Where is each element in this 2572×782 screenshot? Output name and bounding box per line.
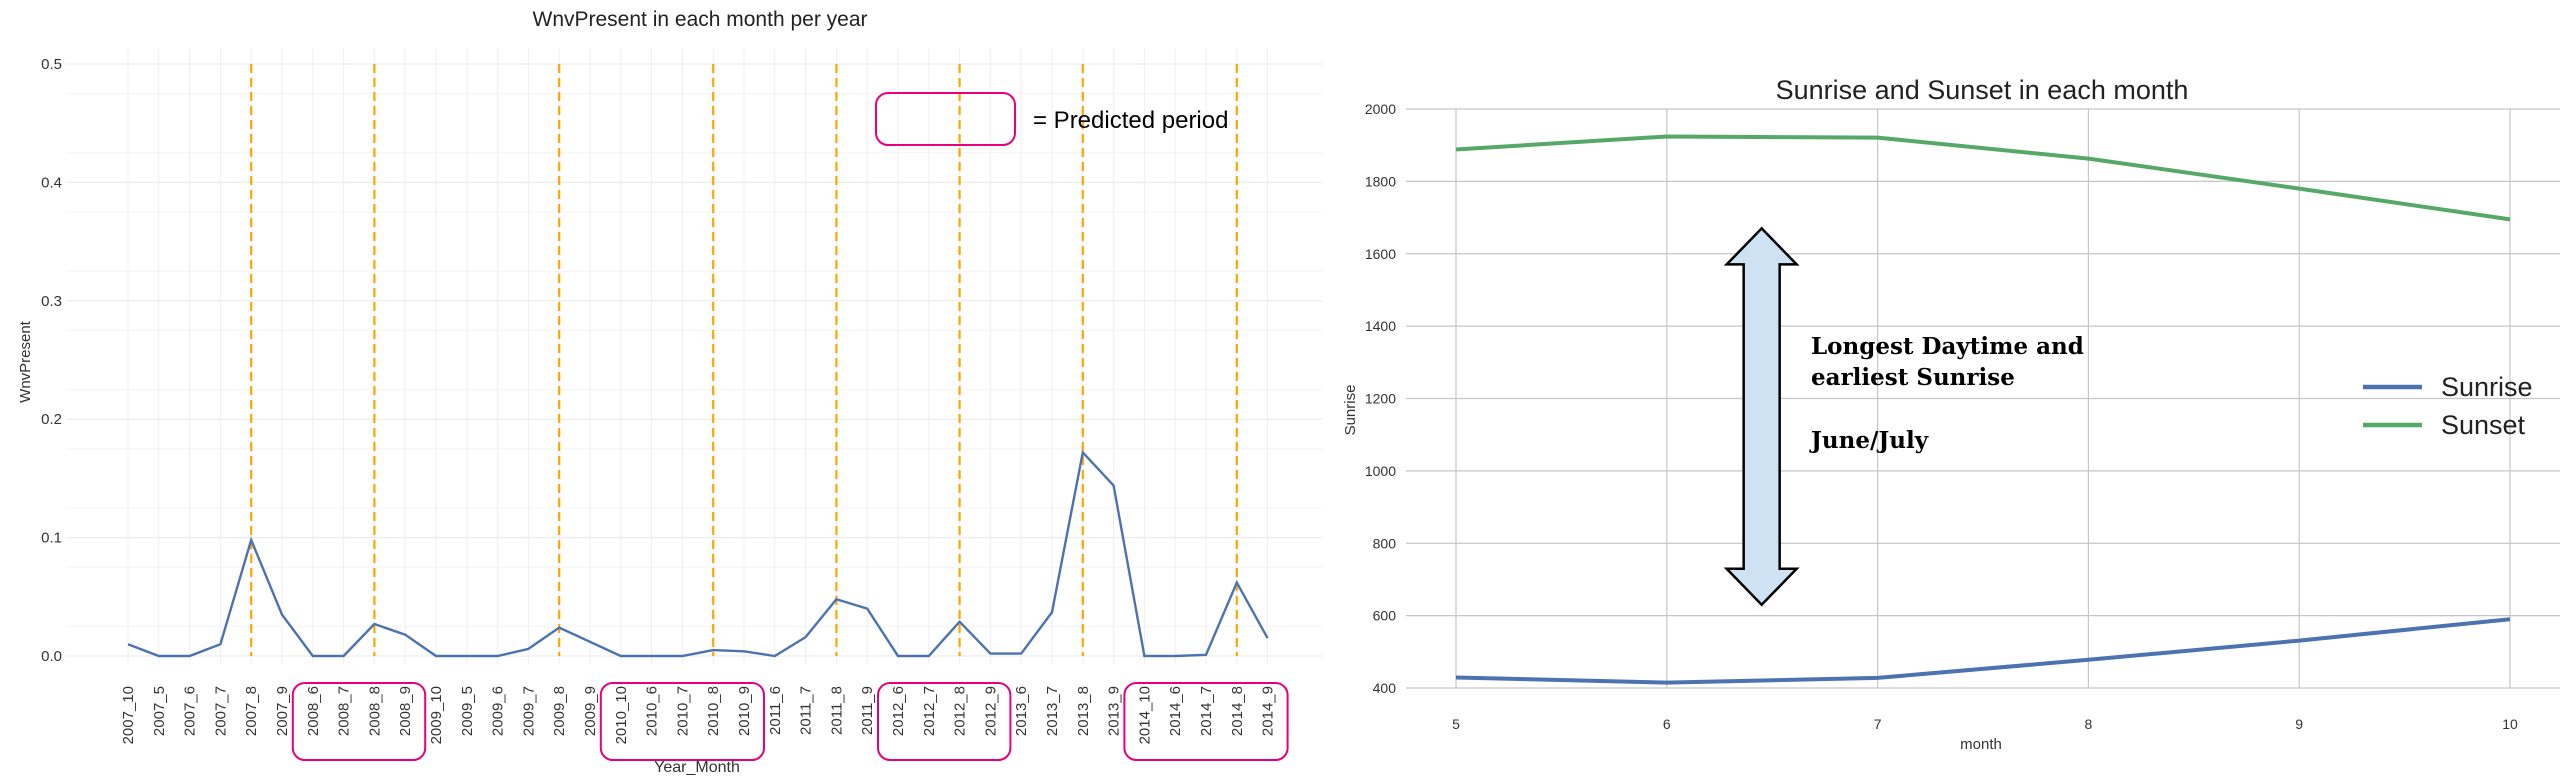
wnv-x-tick-label: 2010_8 [705,686,722,736]
sunset-line [1455,134,2511,222]
wnv-x-tick-label: 2013_9 [1106,686,1123,736]
predicted-period-legend-box [875,92,1016,146]
wnv-chart: 0.00.10.20.30.40.5 2007_10 2007_5 2007_6 20… [17,8,1322,776]
wnv-x-tick-label: 2011_6 [767,686,784,735]
wnv-y-label: WnvPresent [17,320,34,403]
sun-gridlines [1406,108,2560,689]
wnv-predicted-boxes [291,682,1289,761]
sun-y-tick-label: 600 [1373,608,1397,624]
predicted-period-box [291,682,427,761]
sun-y-tick-label: 1600 [1365,246,1396,262]
wnv-gridlines [66,48,1322,664]
wnv-y-tick-label: 0.0 [41,648,62,665]
wnv-y-tick-label: 0.2 [41,411,62,428]
wnv-x-tick-label: 2010_7 [674,686,691,736]
sun-y-tick-label: 1400 [1365,318,1396,334]
sun-legend: Sunrise Sunset [2363,372,2533,440]
sunrise-line [1455,617,2511,685]
sun-y-label: Sunrise [1342,385,1359,436]
wnv-x-tick-label: 2010_9 [736,686,753,736]
wnv-x-tick-label: 2012_7 [921,686,938,736]
wnv-x-tick-label: 2008_9 [397,686,414,736]
predicted-period-legend-label: = Predicted period [1033,107,1228,134]
wnv-x-tick-label: 2008_6 [305,686,322,736]
wnv-x-tick-label: 2014_6 [1167,686,1184,736]
wnv-x-tick-label: 2010_6 [644,686,661,736]
wnv-y-ticks: 0.0 0.1 0.2 0.3 0.4 0.5 [41,56,62,665]
wnv-x-ticks: 2007_10 2007_5 2007_6 2007_7 2007_8 2007_9 200… [120,686,1277,744]
annotation-text-line: June/July [1809,427,1929,454]
wnv-series-line [127,449,1269,658]
wnv-x-tick-label: 2009_5 [459,686,476,736]
wnv-x-tick-label: 2012_8 [952,686,969,736]
wnv-x-tick-label: 2007_6 [182,686,199,736]
wnv-x-tick-label: 2007_7 [212,686,229,736]
wnv-x-tick-label: 2012_6 [890,686,907,736]
wnv-x-tick-label: 2011_7 [798,686,815,735]
predicted-period-box [599,682,765,761]
sun-chart: 400 600 800 1000 1200 1400 1600 1800 2000 5 6 7 8 9 1… [1342,75,2560,753]
wnv-august-lines [250,64,1238,656]
sun-y-tick-label: 1200 [1365,391,1396,407]
wnv-x-tick-label: 2014_9 [1260,686,1277,736]
wnv-x-tick-label: 2011_8 [828,686,845,735]
wnv-x-tick-label: 2014_7 [1198,686,1215,736]
wnv-x-tick-label: 2010_10 [613,686,630,744]
sun-x-label: month [1960,736,2002,753]
wnv-x-tick-label: 2007_8 [243,686,260,736]
wnv-y-tick-label: 0.3 [41,293,62,310]
sun-x-tick-label: 5 [1452,716,1460,732]
wnv-x-tick-label: 2014_10 [1136,686,1153,744]
sun-x-tick-label: 8 [2085,716,2093,732]
wnv-x-tick-label: 2009_9 [582,686,599,736]
wnv-x-tick-label: 2013_8 [1075,686,1092,736]
legend-label-sunset: Sunset [2441,410,2526,440]
wnv-x-tick-label: 2013_6 [1013,686,1030,736]
daytime-double-arrow [1723,226,1800,607]
legend-label-sunrise: Sunrise [2441,372,2533,402]
sun-x-ticks: 5 6 7 8 9 10 [1452,716,2518,732]
wnv-x-tick-label: 2012_9 [982,686,999,736]
sun-y-tick-label: 1000 [1365,463,1396,479]
wnv-x-tick-label: 2008_8 [366,686,383,736]
wnv-y-tick-label: 0.4 [41,174,62,191]
wnv-x-tick-label: 2013_7 [1044,686,1061,736]
wnv-x-tick-label: 2009_7 [520,686,537,736]
annotation-text-line: earliest Sunrise [1811,364,2015,391]
sun-y-tick-label: 2000 [1365,101,1396,117]
wnv-x-tick-label: 2009_6 [490,686,507,736]
sun-y-tick-label: 800 [1373,535,1397,551]
wnv-x-tick-label: 2007_5 [151,686,168,736]
wnv-x-tick-label: 2009_8 [551,686,568,736]
wnv-x-tick-label: 2008_7 [336,686,353,736]
sun-x-tick-label: 7 [1874,716,1882,732]
wnv-x-label: Year_Month [654,759,740,776]
sun-title: Sunrise and Sunset in each month [1776,75,2189,105]
wnv-x-tick-label: 2009_10 [428,686,445,744]
wnv-x-tick-label: 2014_8 [1229,686,1246,736]
sun-x-tick-label: 10 [2502,716,2518,732]
daytime-annotation: Longest Daytime and earliest Sunrise June/… [1809,333,2084,454]
predicted-period-box [1123,682,1289,761]
sun-x-tick-label: 9 [2295,716,2303,732]
wnv-y-tick-label: 0.1 [41,530,62,547]
wnv-x-tick-label: 2011_9 [859,686,876,735]
wnv-x-tick-label: 2007_10 [120,686,137,744]
annotation-text-line: Longest Daytime and [1811,333,2084,360]
sun-x-tick-label: 6 [1663,716,1671,732]
sun-y-tick-label: 1800 [1365,173,1396,189]
wnv-title: WnvPresent in each month per year [533,8,868,31]
wnv-y-tick-label: 0.5 [41,56,62,73]
wnv-x-tick-label: 2007_9 [274,686,291,736]
sun-y-ticks: 400 600 800 1000 1200 1400 1600 1800 2000 [1365,101,1396,696]
predicted-period-box [877,682,1012,761]
sun-y-tick-label: 400 [1373,680,1397,696]
